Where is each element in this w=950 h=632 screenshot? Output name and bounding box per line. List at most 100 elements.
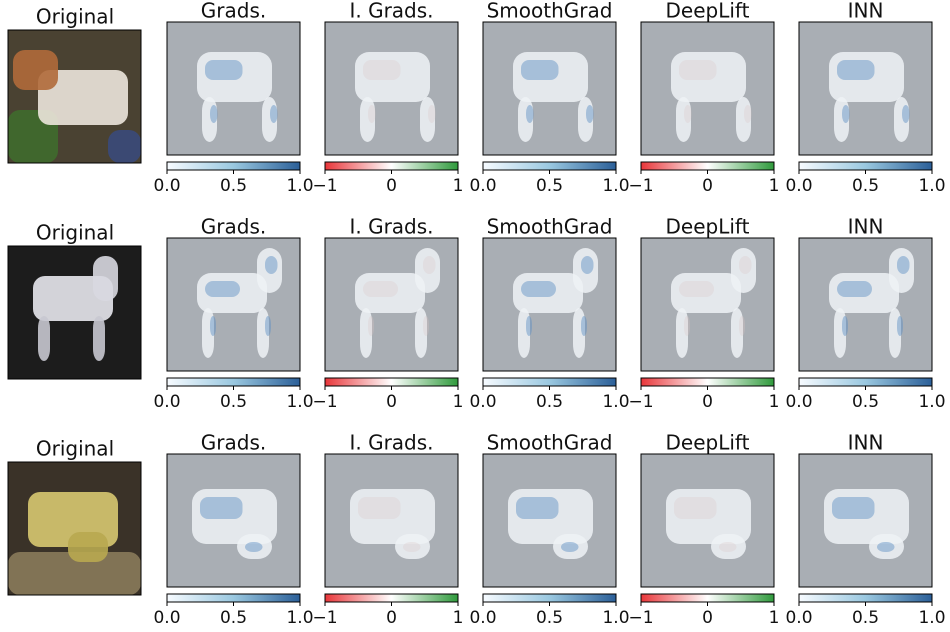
- panel-title: I. Grads.: [349, 0, 433, 23]
- heatmap-attribution: [842, 316, 848, 336]
- colorbar-tick-label: −1: [312, 608, 337, 628]
- image-region: [38, 316, 50, 361]
- heatmap-attribution: [679, 281, 714, 297]
- colorbar: [799, 162, 932, 170]
- colorbar: [167, 162, 300, 170]
- heatmap-attribution: [363, 60, 401, 80]
- image-region: [108, 130, 141, 163]
- colorbar: [483, 378, 616, 386]
- heatmap-attribution: [526, 316, 532, 336]
- colorbar-tick-label: 0.5: [852, 608, 879, 628]
- heatmap-attribution: [423, 256, 436, 274]
- figure: Original Grads. 0.0 0.5 1.0 I. Grads. −1 0 1 Smoo…: [0, 0, 950, 628]
- colorbar-tick-label: 0.0: [469, 608, 496, 628]
- heatmap-attribution: [739, 256, 752, 274]
- heatmap-attribution: [521, 281, 556, 297]
- colorbar-tick-label: −1: [628, 176, 653, 196]
- colorbar: [325, 594, 458, 602]
- colorbar-tick-label: 0.0: [153, 608, 180, 628]
- heatmap-attribution: [526, 105, 534, 123]
- heatmap-attribution: [684, 105, 692, 123]
- heatmap-attribution: [832, 497, 875, 519]
- colorbar: [799, 378, 932, 386]
- colorbar: [641, 594, 774, 602]
- colorbar-tick-label: 0.0: [153, 392, 180, 412]
- colorbar-tick-label: −1: [312, 176, 337, 196]
- colorbar-tick-label: 0.0: [785, 392, 812, 412]
- colorbar-tick-label: 0: [386, 608, 397, 628]
- heatmap-attribution: [684, 316, 690, 336]
- heatmap-attribution: [561, 542, 579, 552]
- heatmap-attribution: [358, 497, 401, 519]
- panel-title: INN: [848, 215, 884, 239]
- colorbar: [641, 162, 774, 170]
- colorbar-tick-label: 1.0: [602, 176, 629, 196]
- heatmap-attribution: [363, 281, 398, 297]
- heatmap-attribution: [586, 105, 594, 123]
- colorbar-tick-label: 0: [386, 176, 397, 196]
- colorbar-tick-label: 0.5: [536, 176, 563, 196]
- heatmap-attribution: [897, 316, 903, 336]
- colorbar-tick-label: 0.0: [469, 176, 496, 196]
- heatmap-attribution: [205, 60, 243, 80]
- image-region: [93, 316, 105, 361]
- colorbar-tick-label: 1: [769, 392, 780, 412]
- colorbar-tick-label: 1: [769, 176, 780, 196]
- heatmap-attribution: [200, 497, 243, 519]
- heatmap-attribution: [210, 105, 218, 123]
- colorbar-tick-label: 0.5: [536, 608, 563, 628]
- panel-title: Grads.: [201, 431, 266, 455]
- image-region: [68, 532, 108, 562]
- colorbar-tick-label: 0.0: [785, 176, 812, 196]
- colorbar-tick-label: 0.0: [153, 176, 180, 196]
- heatmap-attribution: [902, 105, 910, 123]
- heatmap-attribution: [516, 497, 559, 519]
- colorbar-tick-label: 1.0: [286, 176, 313, 196]
- colorbar-tick-label: −1: [628, 608, 653, 628]
- original-title: Original: [36, 5, 114, 29]
- colorbar-tick-label: 1: [453, 176, 464, 196]
- heatmap-attribution: [265, 316, 271, 336]
- heatmap-attribution: [521, 60, 559, 80]
- heatmap-attribution: [270, 105, 278, 123]
- colorbar-tick-label: 1: [769, 608, 780, 628]
- heatmap-attribution: [842, 105, 850, 123]
- colorbar: [641, 378, 774, 386]
- original-title: Original: [36, 437, 114, 461]
- heatmap-attribution: [581, 256, 594, 274]
- colorbar-tick-label: 0.5: [220, 392, 247, 412]
- colorbar-tick-label: 0: [702, 392, 713, 412]
- colorbar-tick-label: 1: [453, 392, 464, 412]
- heatmap-attribution: [744, 105, 752, 123]
- heatmap-attribution: [877, 542, 895, 552]
- heatmap-attribution: [265, 256, 278, 274]
- colorbar-tick-label: 0.0: [469, 392, 496, 412]
- colorbar-tick-label: 0.5: [220, 608, 247, 628]
- heatmap-attribution: [679, 60, 717, 80]
- original-title: Original: [36, 221, 114, 245]
- colorbar-tick-label: 0.5: [852, 176, 879, 196]
- colorbar-tick-label: 1.0: [286, 392, 313, 412]
- colorbar-tick-label: 1.0: [286, 608, 313, 628]
- panel-title: DeepLift: [666, 215, 750, 239]
- image-region: [93, 256, 118, 301]
- panel-title: Grads.: [201, 215, 266, 239]
- heatmap-attribution: [403, 542, 421, 552]
- colorbar-tick-label: 1.0: [918, 608, 945, 628]
- panel-title: SmoothGrad: [487, 431, 613, 455]
- panel-title: DeepLift: [666, 431, 750, 455]
- heatmap-attribution: [428, 105, 436, 123]
- colorbar: [483, 594, 616, 602]
- colorbar: [325, 162, 458, 170]
- colorbar-tick-label: −1: [628, 392, 653, 412]
- colorbar-tick-label: 0: [702, 176, 713, 196]
- image-region: [13, 50, 58, 90]
- colorbar-tick-label: 1.0: [918, 392, 945, 412]
- colorbar-tick-label: 1.0: [918, 176, 945, 196]
- panel-title: SmoothGrad: [487, 0, 613, 23]
- panel-title: SmoothGrad: [487, 215, 613, 239]
- colorbar-tick-label: −1: [312, 392, 337, 412]
- colorbar-tick-label: 0.5: [852, 392, 879, 412]
- panel-title: INN: [848, 431, 884, 455]
- colorbar-tick-label: 1: [453, 608, 464, 628]
